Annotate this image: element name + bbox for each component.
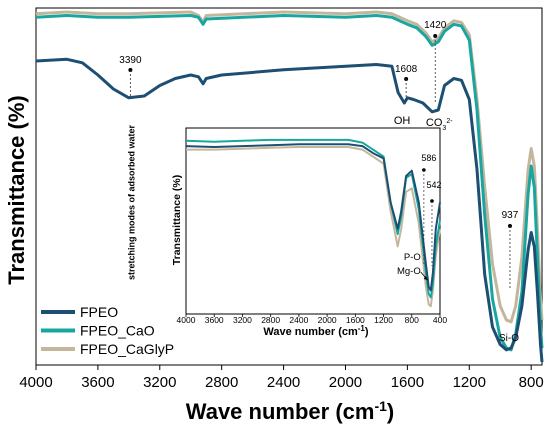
inset-annotations: 586 542 P-O Mg-O xyxy=(397,153,441,281)
inset-x-tick-label: 2000 xyxy=(318,315,337,325)
legend: FPEO FPEO_CaO FPEO_CaGlyP xyxy=(41,304,174,357)
annotation-1420: 1420 xyxy=(424,20,447,31)
inset-x-tick-label: 3200 xyxy=(233,315,252,325)
inset-x-tick-label: 1600 xyxy=(346,315,365,325)
legend-label: FPEO_CaGlyP xyxy=(80,341,174,357)
x-tick-label: 1200 xyxy=(453,374,486,391)
inset-series-line-fpeo-cao xyxy=(185,138,441,299)
legend-label: FPEO xyxy=(80,304,118,320)
main-x-axis-title-sup: -1 xyxy=(374,398,387,414)
main-x-ticks: 4000 3600 3200 2800 2400 2000 1600 1200 800 xyxy=(19,365,544,391)
main-x-axis-title-text: Wave number (cm xyxy=(186,399,375,424)
main-x-axis-title-tail: ) xyxy=(387,399,394,424)
inset-annotation-mg-o: Mg-O xyxy=(397,266,421,277)
annotation-1608: 1608 xyxy=(395,64,418,75)
annotation-carbonate-text: CO xyxy=(426,117,443,129)
inset-x-tick-label: 3600 xyxy=(205,315,224,325)
inset-annotation-542: 542 xyxy=(426,180,441,190)
inset-annotation-586: 586 xyxy=(421,153,436,163)
annotation-carbonate-sup: 2- xyxy=(446,118,453,125)
inset-x-axis-title-sup: -1 xyxy=(358,324,366,333)
annotation-si-o: Si-O xyxy=(499,333,519,344)
inset-series-line-fpeo xyxy=(185,143,441,292)
x-tick-label: 2000 xyxy=(329,374,362,391)
main-series-group xyxy=(35,10,544,363)
annotation-carbonate: CO32- xyxy=(426,117,453,132)
inset-series-group xyxy=(185,138,441,308)
legend-label: FPEO_CaO xyxy=(80,323,155,339)
inset-x-tick-label: 2400 xyxy=(289,315,308,325)
series-line-fpeo xyxy=(35,57,544,363)
main-plot-frame xyxy=(35,7,543,366)
main-x-axis-title: Wave number (cm-1) xyxy=(186,398,394,424)
inset-x-axis-title-tail: ) xyxy=(365,326,369,338)
annotation-stretching-water: stretching modes of adsorbed water xyxy=(126,124,136,280)
annotation-oh: OH xyxy=(394,115,411,127)
main-annotations: 3390 1608 1420 937 OH CO32- Si-O stretching mod… xyxy=(119,20,519,344)
inset-x-tick-label: 2800 xyxy=(261,315,280,325)
series-line-fpeo-cao xyxy=(35,14,544,352)
inset-y-axis-title: Transmittance (%) xyxy=(171,175,183,265)
x-tick-label: 3600 xyxy=(81,374,114,391)
inset-x-tick-label: 400 xyxy=(433,315,447,325)
inset-x-tick-label: 800 xyxy=(405,315,419,325)
inset-annotation-p-o: P-O xyxy=(404,252,421,263)
inset-x-ticks: 4000 3600 3200 2800 2400 2000 1600 1200 800 400 xyxy=(177,314,447,325)
inset-series-line-fpeo-caglyp xyxy=(186,146,441,308)
main-y-axis-title: Transmittance (%) xyxy=(4,95,29,285)
inset-annotation-arrowhead xyxy=(423,276,428,280)
annotation-937: 937 xyxy=(502,210,519,221)
inset-x-axis-title-text: Wave number (cm xyxy=(263,326,358,338)
x-tick-label: 800 xyxy=(519,374,544,391)
annotation-carbonate-sub: 3 xyxy=(442,125,446,132)
x-tick-label: 2400 xyxy=(267,374,300,391)
x-tick-label: 1600 xyxy=(391,374,424,391)
inset-x-tick-label: 4000 xyxy=(177,315,196,325)
inset-x-axis-title: Wave number (cm-1) xyxy=(263,324,368,339)
x-tick-label: 3200 xyxy=(143,374,176,391)
x-tick-label: 2800 xyxy=(205,374,238,391)
inset-x-tick-label: 1200 xyxy=(374,315,393,325)
x-tick-label: 4000 xyxy=(19,374,52,391)
inset-background xyxy=(186,128,440,314)
annotation-3390: 3390 xyxy=(119,55,142,66)
